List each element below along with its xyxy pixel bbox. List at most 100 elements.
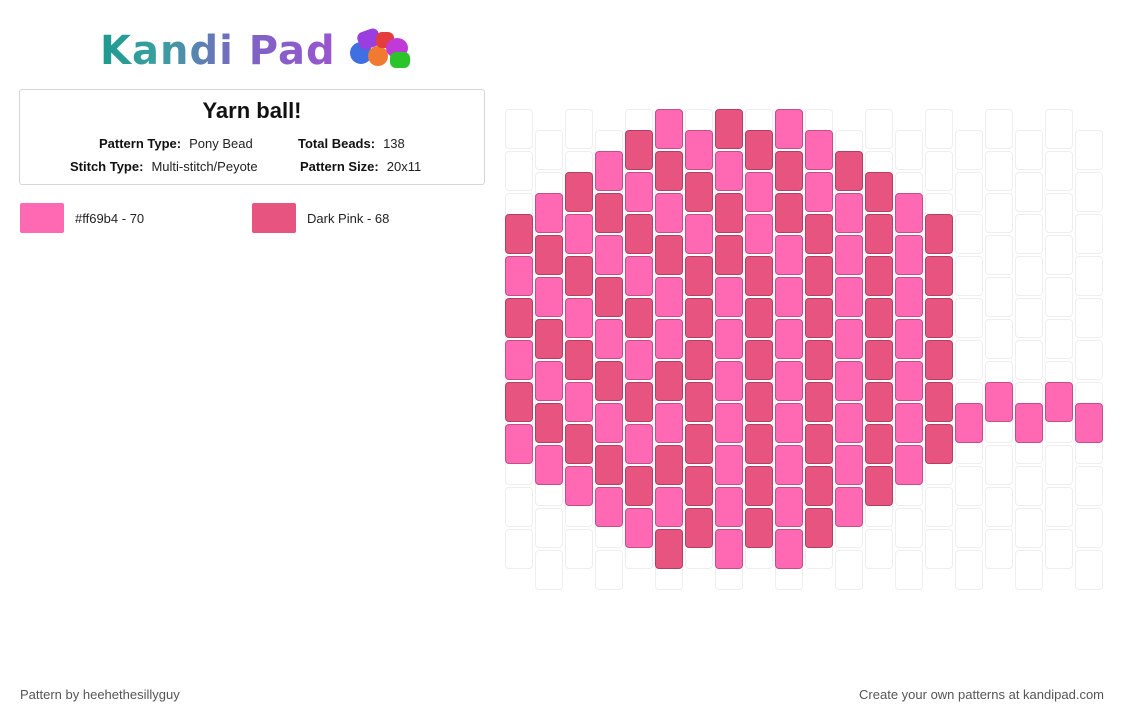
bead-slot[interactable]: [925, 487, 953, 527]
bead-dark-pink[interactable]: [505, 214, 533, 254]
bead-light-pink[interactable]: [505, 340, 533, 380]
bead-light-pink[interactable]: [625, 508, 653, 548]
bead-light-pink[interactable]: [835, 445, 863, 485]
bead-slot[interactable]: [505, 529, 533, 569]
bead-dark-pink[interactable]: [805, 256, 833, 296]
bead-slot[interactable]: [1075, 466, 1103, 506]
bead-dark-pink[interactable]: [565, 256, 593, 296]
bead-slot[interactable]: [955, 508, 983, 548]
bead-dark-pink[interactable]: [925, 382, 953, 422]
bead-dark-pink[interactable]: [565, 340, 593, 380]
bead-slot[interactable]: [925, 109, 953, 149]
bead-slot[interactable]: [505, 151, 533, 191]
bead-slot[interactable]: [1045, 151, 1073, 191]
bead-light-pink[interactable]: [775, 277, 803, 317]
bead-dark-pink[interactable]: [745, 466, 773, 506]
bead-slot[interactable]: [985, 445, 1013, 485]
bead-light-pink[interactable]: [715, 319, 743, 359]
bead-dark-pink[interactable]: [745, 340, 773, 380]
kandi-pad-logo[interactable]: Kandi Pad: [100, 26, 426, 76]
bead-slot[interactable]: [865, 109, 893, 149]
bead-slot[interactable]: [955, 214, 983, 254]
bead-dark-pink[interactable]: [925, 340, 953, 380]
bead-pattern-grid[interactable]: [504, 109, 1104, 591]
bead-dark-pink[interactable]: [685, 382, 713, 422]
bead-light-pink[interactable]: [535, 193, 563, 233]
bead-slot[interactable]: [535, 550, 563, 590]
bead-dark-pink[interactable]: [685, 508, 713, 548]
bead-dark-pink[interactable]: [745, 256, 773, 296]
bead-light-pink[interactable]: [985, 382, 1013, 422]
bead-slot[interactable]: [1045, 277, 1073, 317]
bead-slot[interactable]: [505, 487, 533, 527]
bead-light-pink[interactable]: [1015, 403, 1043, 443]
bead-light-pink[interactable]: [685, 214, 713, 254]
bead-light-pink[interactable]: [625, 256, 653, 296]
bead-slot[interactable]: [895, 550, 923, 590]
bead-light-pink[interactable]: [535, 361, 563, 401]
bead-slot[interactable]: [985, 529, 1013, 569]
bead-dark-pink[interactable]: [535, 235, 563, 275]
bead-dark-pink[interactable]: [595, 193, 623, 233]
bead-light-pink[interactable]: [805, 130, 833, 170]
bead-dark-pink[interactable]: [865, 214, 893, 254]
bead-light-pink[interactable]: [655, 109, 683, 149]
bead-light-pink[interactable]: [895, 445, 923, 485]
bead-light-pink[interactable]: [775, 529, 803, 569]
bead-light-pink[interactable]: [745, 214, 773, 254]
bead-dark-pink[interactable]: [805, 214, 833, 254]
bead-slot[interactable]: [895, 130, 923, 170]
bead-light-pink[interactable]: [775, 109, 803, 149]
bead-dark-pink[interactable]: [805, 466, 833, 506]
bead-dark-pink[interactable]: [655, 151, 683, 191]
bead-dark-pink[interactable]: [655, 445, 683, 485]
bead-light-pink[interactable]: [895, 193, 923, 233]
bead-light-pink[interactable]: [715, 445, 743, 485]
bead-light-pink[interactable]: [655, 487, 683, 527]
bead-dark-pink[interactable]: [595, 445, 623, 485]
bead-dark-pink[interactable]: [925, 256, 953, 296]
bead-dark-pink[interactable]: [865, 382, 893, 422]
bead-light-pink[interactable]: [895, 403, 923, 443]
bead-slot[interactable]: [955, 130, 983, 170]
bead-light-pink[interactable]: [505, 424, 533, 464]
bead-light-pink[interactable]: [625, 340, 653, 380]
bead-slot[interactable]: [1015, 508, 1043, 548]
bead-light-pink[interactable]: [535, 445, 563, 485]
bead-dark-pink[interactable]: [925, 298, 953, 338]
bead-slot[interactable]: [565, 109, 593, 149]
bead-dark-pink[interactable]: [745, 298, 773, 338]
bead-slot[interactable]: [1015, 550, 1043, 590]
bead-dark-pink[interactable]: [595, 277, 623, 317]
bead-slot[interactable]: [1075, 172, 1103, 212]
bead-light-pink[interactable]: [715, 403, 743, 443]
bead-dark-pink[interactable]: [745, 508, 773, 548]
bead-light-pink[interactable]: [775, 403, 803, 443]
bead-slot[interactable]: [985, 193, 1013, 233]
bead-dark-pink[interactable]: [625, 466, 653, 506]
bead-slot[interactable]: [1015, 256, 1043, 296]
bead-slot[interactable]: [925, 151, 953, 191]
bead-light-pink[interactable]: [1045, 382, 1073, 422]
bead-light-pink[interactable]: [625, 424, 653, 464]
bead-light-pink[interactable]: [595, 487, 623, 527]
bead-slot[interactable]: [955, 340, 983, 380]
bead-slot[interactable]: [1015, 172, 1043, 212]
bead-slot[interactable]: [955, 256, 983, 296]
bead-slot[interactable]: [1075, 550, 1103, 590]
bead-slot[interactable]: [985, 487, 1013, 527]
bead-dark-pink[interactable]: [745, 382, 773, 422]
bead-light-pink[interactable]: [685, 130, 713, 170]
bead-slot[interactable]: [1045, 193, 1073, 233]
bead-dark-pink[interactable]: [805, 298, 833, 338]
bead-light-pink[interactable]: [715, 151, 743, 191]
bead-dark-pink[interactable]: [805, 382, 833, 422]
bead-slot[interactable]: [1045, 487, 1073, 527]
bead-light-pink[interactable]: [835, 487, 863, 527]
bead-slot[interactable]: [925, 529, 953, 569]
bead-dark-pink[interactable]: [685, 256, 713, 296]
bead-light-pink[interactable]: [565, 214, 593, 254]
bead-light-pink[interactable]: [775, 361, 803, 401]
bead-slot[interactable]: [895, 508, 923, 548]
bead-slot[interactable]: [1045, 109, 1073, 149]
